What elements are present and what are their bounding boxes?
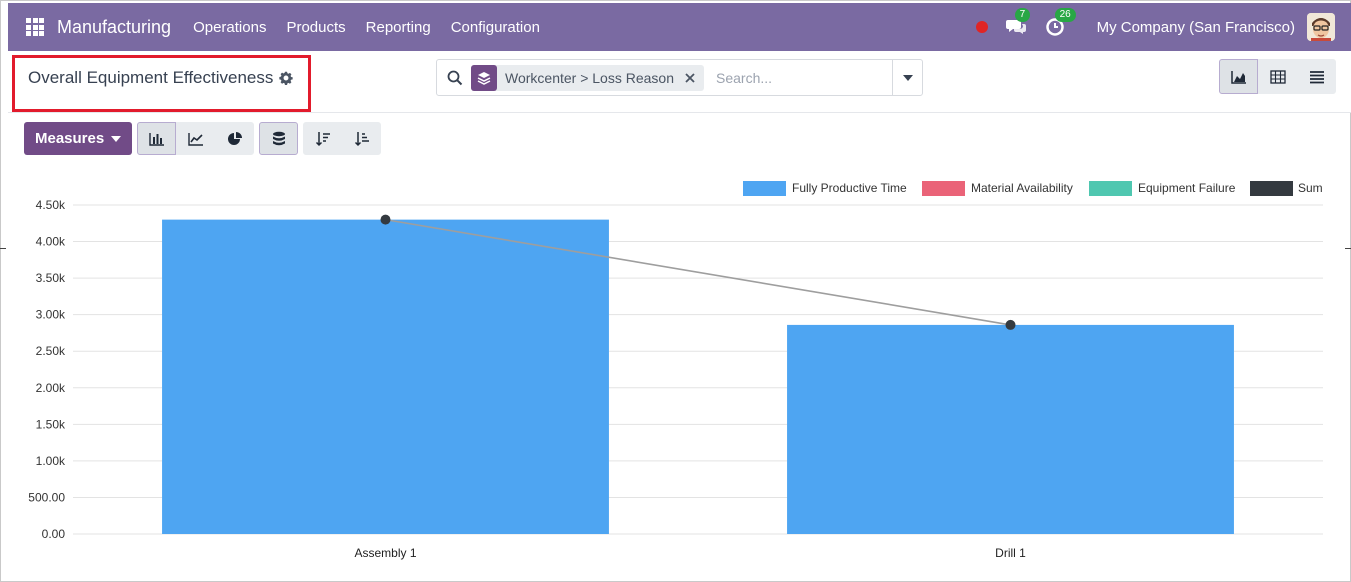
line-chart-icon — [188, 132, 203, 146]
y-tick-label: 2.00k — [36, 381, 66, 395]
sort-ascending-icon — [354, 131, 369, 146]
y-tick-label: 2.50k — [36, 344, 66, 358]
measures-label: Measures — [35, 130, 105, 147]
layers-icon — [471, 64, 497, 91]
app-menu-icon[interactable] — [26, 18, 44, 36]
legend-swatch — [1089, 181, 1132, 196]
legend-swatch — [1250, 181, 1293, 196]
database-icon — [272, 131, 285, 145]
y-tick-label: 1.00k — [36, 454, 66, 468]
graph-view-button[interactable] — [1219, 59, 1258, 94]
sort-group — [303, 122, 382, 155]
sum-line — [385, 218, 1011, 326]
caret-down-icon — [111, 135, 122, 142]
chat-icon — [1005, 20, 1026, 34]
search-icon[interactable] — [447, 70, 463, 86]
list-view-button[interactable] — [1297, 59, 1336, 94]
page-title-container: Overall Equipment Effectiveness — [28, 68, 294, 88]
bar-chart-icon — [149, 132, 164, 146]
activities-button[interactable]: 26 — [1045, 8, 1076, 37]
caret-down-icon — [902, 74, 913, 81]
avatar-icon — [1307, 13, 1335, 41]
activities-count-badge: 26 — [1054, 8, 1076, 22]
close-icon[interactable] — [684, 72, 696, 84]
page-title: Overall Equipment Effectiveness — [28, 68, 274, 87]
top-navbar: Manufacturing Operations Products Report… — [8, 3, 1351, 51]
bar-chart-button[interactable] — [137, 122, 177, 155]
pivot-view-button[interactable] — [1258, 59, 1297, 94]
title-highlight-box — [12, 55, 311, 112]
messages-button[interactable]: 7 — [1005, 8, 1031, 37]
menu-reporting[interactable]: Reporting — [365, 18, 431, 36]
legend-label: Sum — [1298, 181, 1323, 195]
y-tick-label: 4.50k — [36, 198, 66, 212]
menu-products[interactable]: Products — [286, 18, 346, 36]
line-chart-button[interactable] — [176, 122, 216, 155]
list-icon — [1309, 70, 1324, 83]
bar — [787, 324, 1234, 534]
menu-operations[interactable]: Operations — [193, 18, 267, 36]
gear-icon[interactable] — [279, 71, 294, 85]
x-tick-label: Drill 1 — [995, 546, 1026, 560]
legend-swatch — [743, 181, 786, 196]
search-options-toggle[interactable] — [892, 60, 922, 95]
graph-toolbar: Measures — [24, 122, 382, 155]
sort-descending-button[interactable] — [303, 122, 343, 155]
measures-dropdown[interactable]: Measures — [24, 122, 133, 155]
y-tick-label: 0.00 — [42, 527, 66, 541]
legend-label: Equipment Failure — [1138, 181, 1236, 195]
sum-point — [380, 214, 391, 225]
search-bar: Workcenter > Loss Reason — [436, 59, 923, 96]
chart-type-group — [137, 122, 255, 155]
legend-label: Material Availability — [971, 181, 1073, 195]
user-avatar[interactable] — [1307, 13, 1335, 41]
sum-point — [1005, 319, 1016, 330]
clock-icon — [1045, 18, 1064, 36]
recording-indicator-icon[interactable] — [975, 21, 988, 33]
stacked-button[interactable] — [259, 122, 299, 155]
area-chart-icon — [1230, 70, 1246, 84]
app-title[interactable]: Manufacturing — [57, 16, 172, 37]
search-input[interactable] — [716, 69, 896, 86]
menu-configuration[interactable]: Configuration — [450, 18, 540, 36]
table-icon — [1269, 69, 1286, 84]
y-tick-label: 3.50k — [36, 271, 66, 285]
x-tick-label: Assembly 1 — [354, 546, 416, 560]
company-switcher[interactable]: My Company (San Francisco) — [1096, 18, 1295, 36]
y-tick-label: 4.00k — [36, 235, 66, 249]
sort-ascending-button[interactable] — [342, 122, 382, 155]
pie-chart-icon — [227, 131, 242, 145]
y-tick-label: 500.00 — [28, 490, 65, 504]
legend-label: Fully Productive Time — [792, 181, 907, 195]
y-tick-label: 3.00k — [36, 308, 66, 322]
stack-group — [259, 122, 299, 155]
oee-bar-chart: 0.00 500.00 1.00k 1.50k 2.00k 2.50k 3.00k 3.50k… — [28, 181, 1323, 560]
right-edge-marker — [1345, 248, 1351, 254]
left-edge-marker — [0, 248, 6, 254]
messages-count-badge: 7 — [1014, 8, 1031, 22]
pie-chart-button[interactable] — [215, 122, 255, 155]
view-switcher — [1219, 59, 1336, 94]
bar — [162, 219, 609, 534]
legend-swatch — [922, 181, 965, 196]
navbar-systray: 7 26 My Company (San Francisco) — [975, 3, 1351, 51]
facet-label: Workcenter > Loss Reason — [505, 69, 674, 86]
groupby-facet: Workcenter > Loss Reason — [471, 64, 704, 91]
y-tick-label: 1.50k — [36, 417, 66, 431]
sort-descending-icon — [315, 131, 330, 146]
